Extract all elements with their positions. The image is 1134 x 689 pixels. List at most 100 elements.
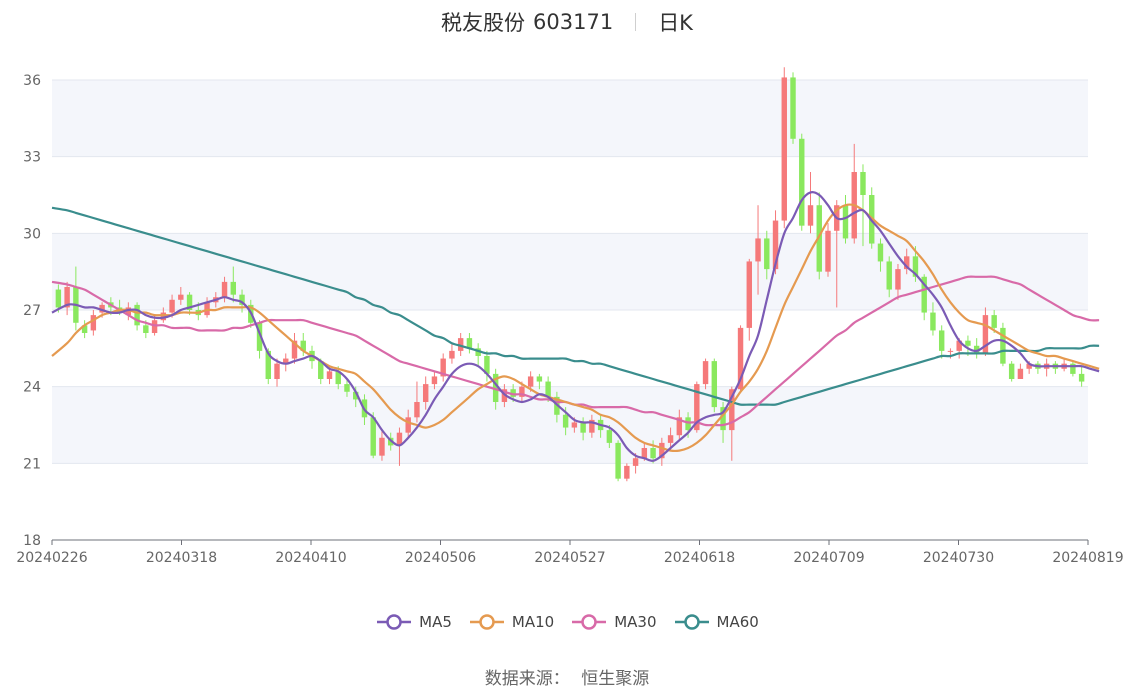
y-tick-label: 30: [23, 226, 41, 242]
candle-body: [186, 294, 193, 310]
candle-body: [589, 419, 595, 433]
legend-item-ma10[interactable]: MA10: [468, 612, 554, 632]
candle-body: [711, 361, 718, 408]
candle-body: [125, 307, 132, 316]
candle-body: [1017, 368, 1024, 379]
stock-name: 税友股份: [441, 11, 526, 35]
data-source: 数据来源： 恒生聚源: [0, 664, 1134, 689]
title-divider: [635, 13, 637, 31]
x-tick-label: 20240709: [793, 550, 864, 566]
candle-body: [291, 340, 298, 359]
candle-body: [606, 430, 613, 443]
legend-marker-icon: [377, 614, 412, 630]
candle-body: [318, 361, 324, 379]
candle-body: [1078, 373, 1085, 382]
candle-body: [335, 371, 341, 385]
ma30-line: [51, 275, 1100, 427]
ma60-line: [51, 206, 1100, 406]
y-tick-label: 27: [23, 303, 41, 319]
legend-item-ma60[interactable]: MA60: [673, 612, 759, 632]
candle-body: [650, 448, 656, 459]
candle-body: [143, 325, 149, 333]
candle-body: [921, 276, 927, 313]
candle-body: [64, 287, 70, 308]
chart-title: 税友股份 603171 日K: [0, 6, 1134, 38]
candle-body: [676, 417, 683, 436]
candle-body: [256, 322, 263, 351]
candle-body: [877, 243, 884, 262]
candlestick-chart: 18 21 24 27 30 33 36 20240226 20240318 20240410 20…: [16, 67, 1124, 566]
candle-body: [519, 386, 525, 397]
candle-body: [659, 442, 665, 459]
ma10-line: [51, 203, 1100, 453]
candle-body: [991, 315, 997, 328]
candle-body: [221, 281, 228, 298]
candle-body: [799, 138, 805, 226]
x-tick-label: 20240819: [1052, 550, 1123, 566]
candle-body: [344, 384, 350, 392]
candle-body: [641, 448, 648, 459]
candle-body: [938, 330, 945, 351]
candle-body: [790, 77, 796, 139]
candle-body: [947, 350, 954, 352]
candle-body: [580, 422, 586, 433]
legend-label: MA30: [614, 613, 657, 631]
candle-body: [816, 205, 822, 272]
candle-body: [1026, 363, 1032, 369]
candle-body: [300, 340, 306, 351]
candle-body: [615, 442, 621, 479]
candle-body: [449, 350, 455, 359]
candle-body: [825, 230, 831, 272]
legend-item-ma5[interactable]: MA5: [375, 612, 452, 632]
candle-body: [169, 299, 175, 313]
y-tick-label: 18: [23, 533, 41, 549]
source-value: 恒生聚源: [581, 669, 650, 689]
candle-body: [370, 417, 376, 456]
candle-body: [475, 348, 481, 356]
candle-body: [274, 363, 280, 379]
candle-body: [527, 376, 534, 387]
candle-body: [904, 256, 910, 270]
candle-body: [807, 205, 814, 226]
candle-body: [842, 205, 849, 239]
candle-body: [431, 376, 438, 385]
candle-body: [702, 361, 709, 385]
candle-body: [895, 269, 901, 290]
candle-body: [99, 304, 105, 313]
legend-marker-icon: [572, 614, 607, 630]
grid-band: [52, 386, 1088, 464]
candle-body: [982, 315, 989, 354]
candle-body: [624, 465, 630, 479]
candle-body: [457, 338, 464, 351]
candle-body: [912, 256, 919, 277]
candle-body: [965, 340, 971, 346]
candle-body: [685, 417, 691, 431]
candle-body: [239, 294, 245, 305]
candle-body: [422, 384, 429, 402]
candle-body: [562, 414, 569, 428]
candle-body: [283, 358, 289, 364]
candle-body: [729, 389, 735, 431]
source-label: 数据来源：: [484, 669, 570, 689]
candle-body: [90, 315, 97, 331]
candle-body: [81, 325, 88, 333]
candle-body: [230, 281, 236, 295]
x-tick-label: 20240506: [405, 550, 476, 566]
legend-label: MA60: [716, 613, 759, 631]
grid-band: [52, 80, 1088, 157]
candle-body: [886, 261, 892, 290]
y-tick-label: 21: [23, 456, 41, 472]
candle-body: [755, 238, 761, 262]
candle-body: [667, 435, 674, 443]
x-tick-label: 20240527: [534, 550, 605, 566]
y-tick-label: 24: [23, 380, 41, 396]
candle-body: [720, 407, 726, 431]
candle-body: [930, 312, 936, 331]
candle-body: [353, 391, 359, 400]
legend-marker-icon: [674, 614, 709, 630]
candle-body: [379, 437, 385, 456]
legend-label: MA10: [511, 613, 555, 631]
legend-item-ma30[interactable]: MA30: [570, 612, 657, 632]
candle-body: [510, 389, 516, 397]
x-tick-label: 20240410: [275, 550, 346, 566]
